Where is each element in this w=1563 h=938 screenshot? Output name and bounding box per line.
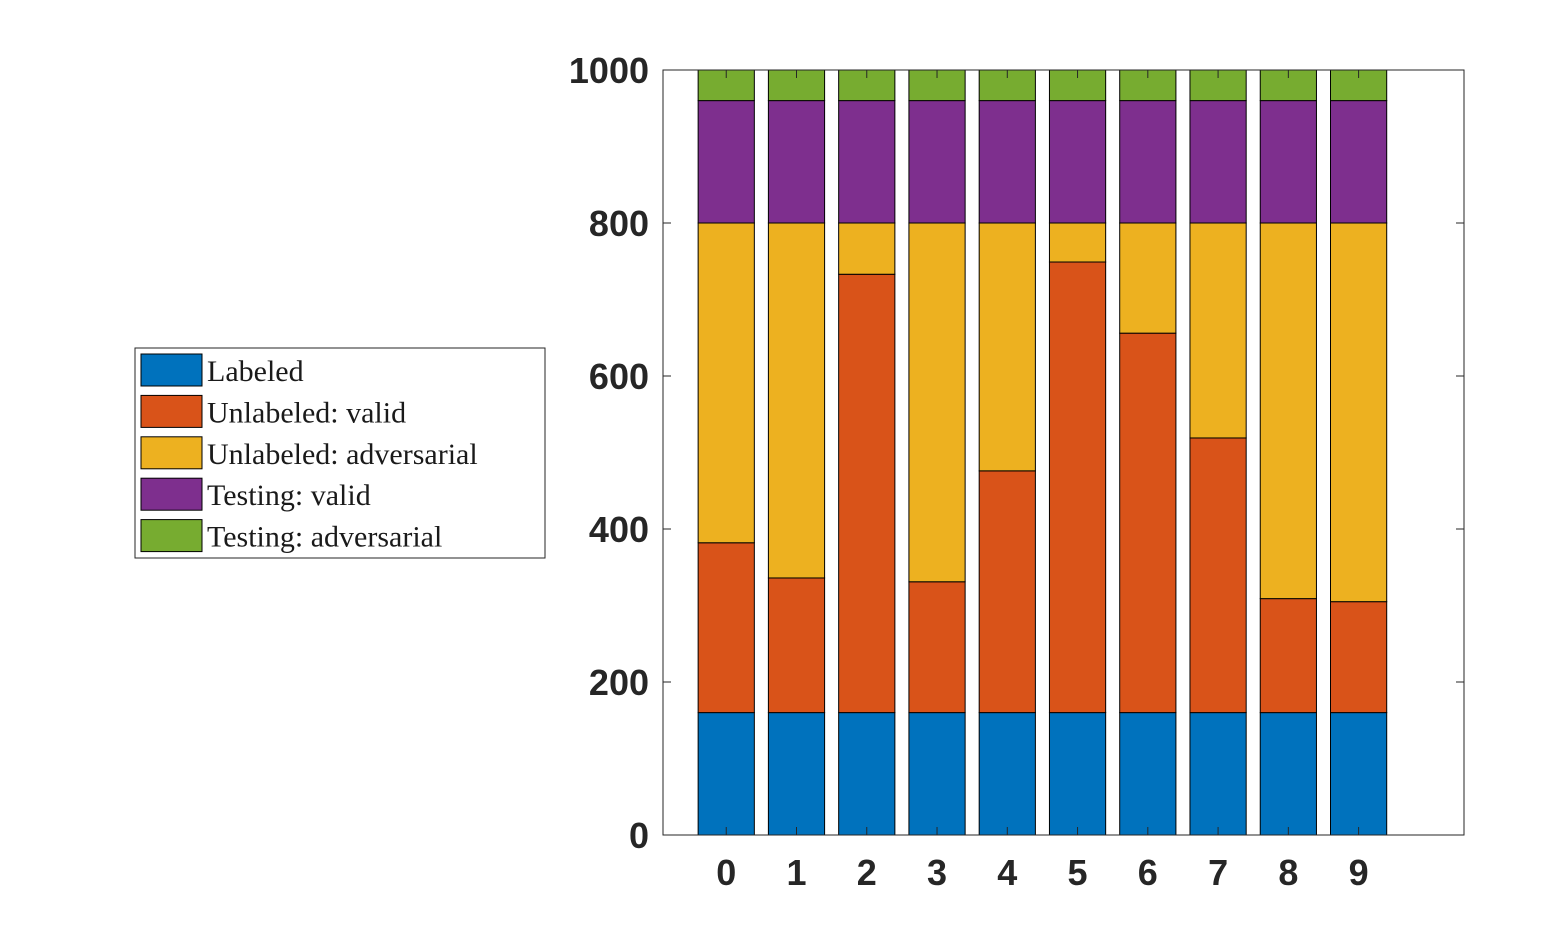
bar-segment: [838, 222, 896, 275]
y-tick-label: 200: [589, 662, 649, 703]
bar-segment: [697, 712, 755, 836]
x-tick-label: 3: [927, 852, 947, 893]
x-tick-label: 0: [716, 852, 736, 893]
axes-box: [662, 69, 1465, 836]
bar-segment: [838, 712, 896, 836]
bar-segment: [1189, 437, 1247, 714]
x-tick-label: 7: [1208, 852, 1228, 893]
bar-segment: [1048, 712, 1107, 836]
bar-segment: [1189, 222, 1247, 439]
bar-segment: [978, 100, 1036, 224]
bar-segment: [1119, 332, 1177, 714]
x-tick-label: 5: [1068, 852, 1088, 893]
legend-swatch: [140, 436, 203, 470]
bar-segment: [1330, 601, 1388, 714]
x-tick-label: 6: [1138, 852, 1158, 893]
y-tick-label: 1000: [569, 50, 649, 91]
x-tick-label: 1: [786, 852, 806, 893]
y-tick-label: 600: [589, 356, 649, 397]
bar-segment: [1259, 712, 1317, 836]
bar-segment: [978, 222, 1036, 472]
legend-box: [134, 347, 546, 559]
legend-swatch: [140, 394, 203, 428]
x-tick-label: 8: [1278, 852, 1298, 893]
legend-label: Testing: adversarial: [207, 521, 442, 554]
legend-label: Labeled: [207, 355, 304, 388]
bar-segment: [1259, 100, 1317, 224]
bar-segment: [767, 222, 826, 579]
bar-segment: [1330, 222, 1388, 603]
legend-label: Testing: valid: [207, 479, 371, 512]
bar-segment: [1048, 261, 1107, 714]
bar-segment: [1259, 222, 1317, 600]
x-tick-label: 2: [857, 852, 877, 893]
bar-segment: [1048, 100, 1107, 224]
y-tick-label: 0: [629, 815, 649, 856]
bar-segment: [1119, 222, 1177, 334]
bar-segment: [1259, 598, 1317, 714]
y-tick-label: 400: [589, 509, 649, 550]
bar-segment: [1189, 100, 1247, 224]
bar-segment: [838, 100, 896, 224]
legend-label: Unlabeled: valid: [207, 396, 406, 429]
bar-segment: [1330, 712, 1388, 836]
bar-segment: [908, 222, 966, 583]
bar-segment: [1048, 222, 1107, 263]
bar-segment: [1119, 100, 1177, 224]
bar-segment: [697, 100, 755, 224]
bar-segment: [908, 581, 966, 714]
legend-swatch: [140, 519, 203, 553]
bar-segment: [1330, 100, 1388, 224]
bars-layer: [697, 69, 1388, 836]
bar-segment: [697, 542, 755, 714]
legend-swatch: [140, 477, 203, 511]
bar-segment: [908, 712, 966, 836]
bar-segment: [767, 100, 826, 224]
bar-segment: [838, 273, 896, 714]
bar-segment: [697, 222, 755, 544]
legend-label: Unlabeled: adversarial: [207, 438, 478, 471]
bar-segment: [767, 577, 826, 714]
legend-swatch: [140, 353, 203, 387]
y-tick-label: 800: [589, 203, 649, 244]
bar-segment: [978, 712, 1036, 836]
bar-segment: [978, 470, 1036, 714]
bar-segment: [767, 712, 826, 836]
bar-segment: [908, 100, 966, 224]
axes-layer: 0 200 400 600 800 1000 0 1 2 3 4 5 6 7 8 9: [569, 50, 1465, 893]
bar-segment: [1119, 712, 1177, 836]
bar-segment: [1189, 712, 1247, 836]
legend: Labeled Unlabeled: valid Unlabeled: advers…: [134, 347, 546, 559]
x-tick-label: 9: [1349, 852, 1369, 893]
x-tick-label: 4: [997, 852, 1017, 893]
